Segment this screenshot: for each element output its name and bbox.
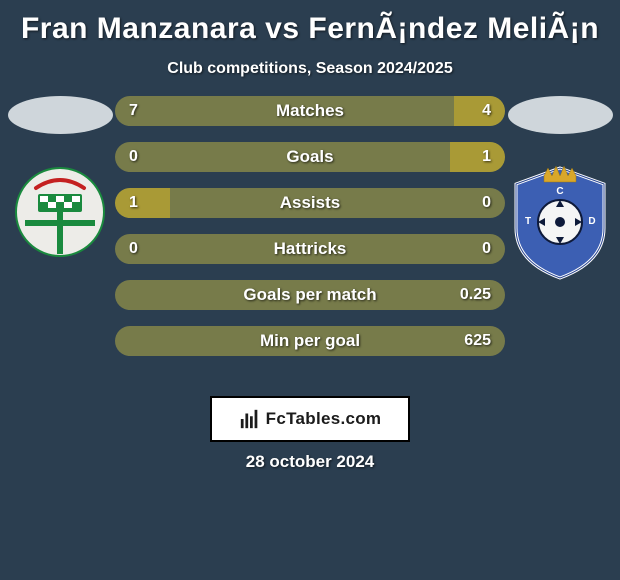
stat-label: Assists	[115, 188, 505, 218]
brand-bars-icon	[239, 408, 261, 430]
stat-label: Hattricks	[115, 234, 505, 264]
stat-right-value: 1	[482, 142, 491, 172]
left-player-oval	[8, 96, 113, 134]
brand-box: FcTables.com	[210, 396, 410, 442]
stat-right-value: 625	[464, 326, 491, 356]
stat-right-value: 0	[482, 234, 491, 264]
svg-text:D: D	[588, 216, 595, 227]
svg-text:T: T	[525, 216, 531, 227]
right-player-oval	[508, 96, 613, 134]
left-club-crest	[10, 162, 110, 262]
stat-row: 1Assists0	[115, 188, 505, 218]
comparison-area: C T D 7Matches40Goals11Assists00Hattrick…	[0, 96, 620, 396]
page-subtitle: Club competitions, Season 2024/2025	[0, 52, 620, 96]
left-player-column	[0, 96, 120, 262]
stat-row: Min per goal625	[115, 326, 505, 356]
stat-row: 0Goals1	[115, 142, 505, 172]
stat-label: Matches	[115, 96, 505, 126]
stat-row: 0Hattricks0	[115, 234, 505, 264]
right-club-crest: C T D	[504, 162, 616, 282]
stat-bars: 7Matches40Goals11Assists00Hattricks0Goal…	[115, 96, 505, 356]
right-player-column: C T D	[500, 96, 620, 282]
stat-label: Goals per match	[115, 280, 505, 310]
stat-label: Goals	[115, 142, 505, 172]
stat-row: Goals per match0.25	[115, 280, 505, 310]
stat-right-value: 4	[482, 96, 491, 126]
stat-label: Min per goal	[115, 326, 505, 356]
stat-row: 7Matches4	[115, 96, 505, 126]
page-title: Fran Manzanara vs FernÃ¡ndez MeliÃ¡n	[0, 0, 620, 52]
brand-text: FcTables.com	[266, 409, 382, 429]
stat-right-value: 0	[482, 188, 491, 218]
stat-right-value: 0.25	[460, 280, 491, 310]
date-label: 28 october 2024	[0, 452, 620, 472]
svg-text:C: C	[556, 186, 563, 197]
